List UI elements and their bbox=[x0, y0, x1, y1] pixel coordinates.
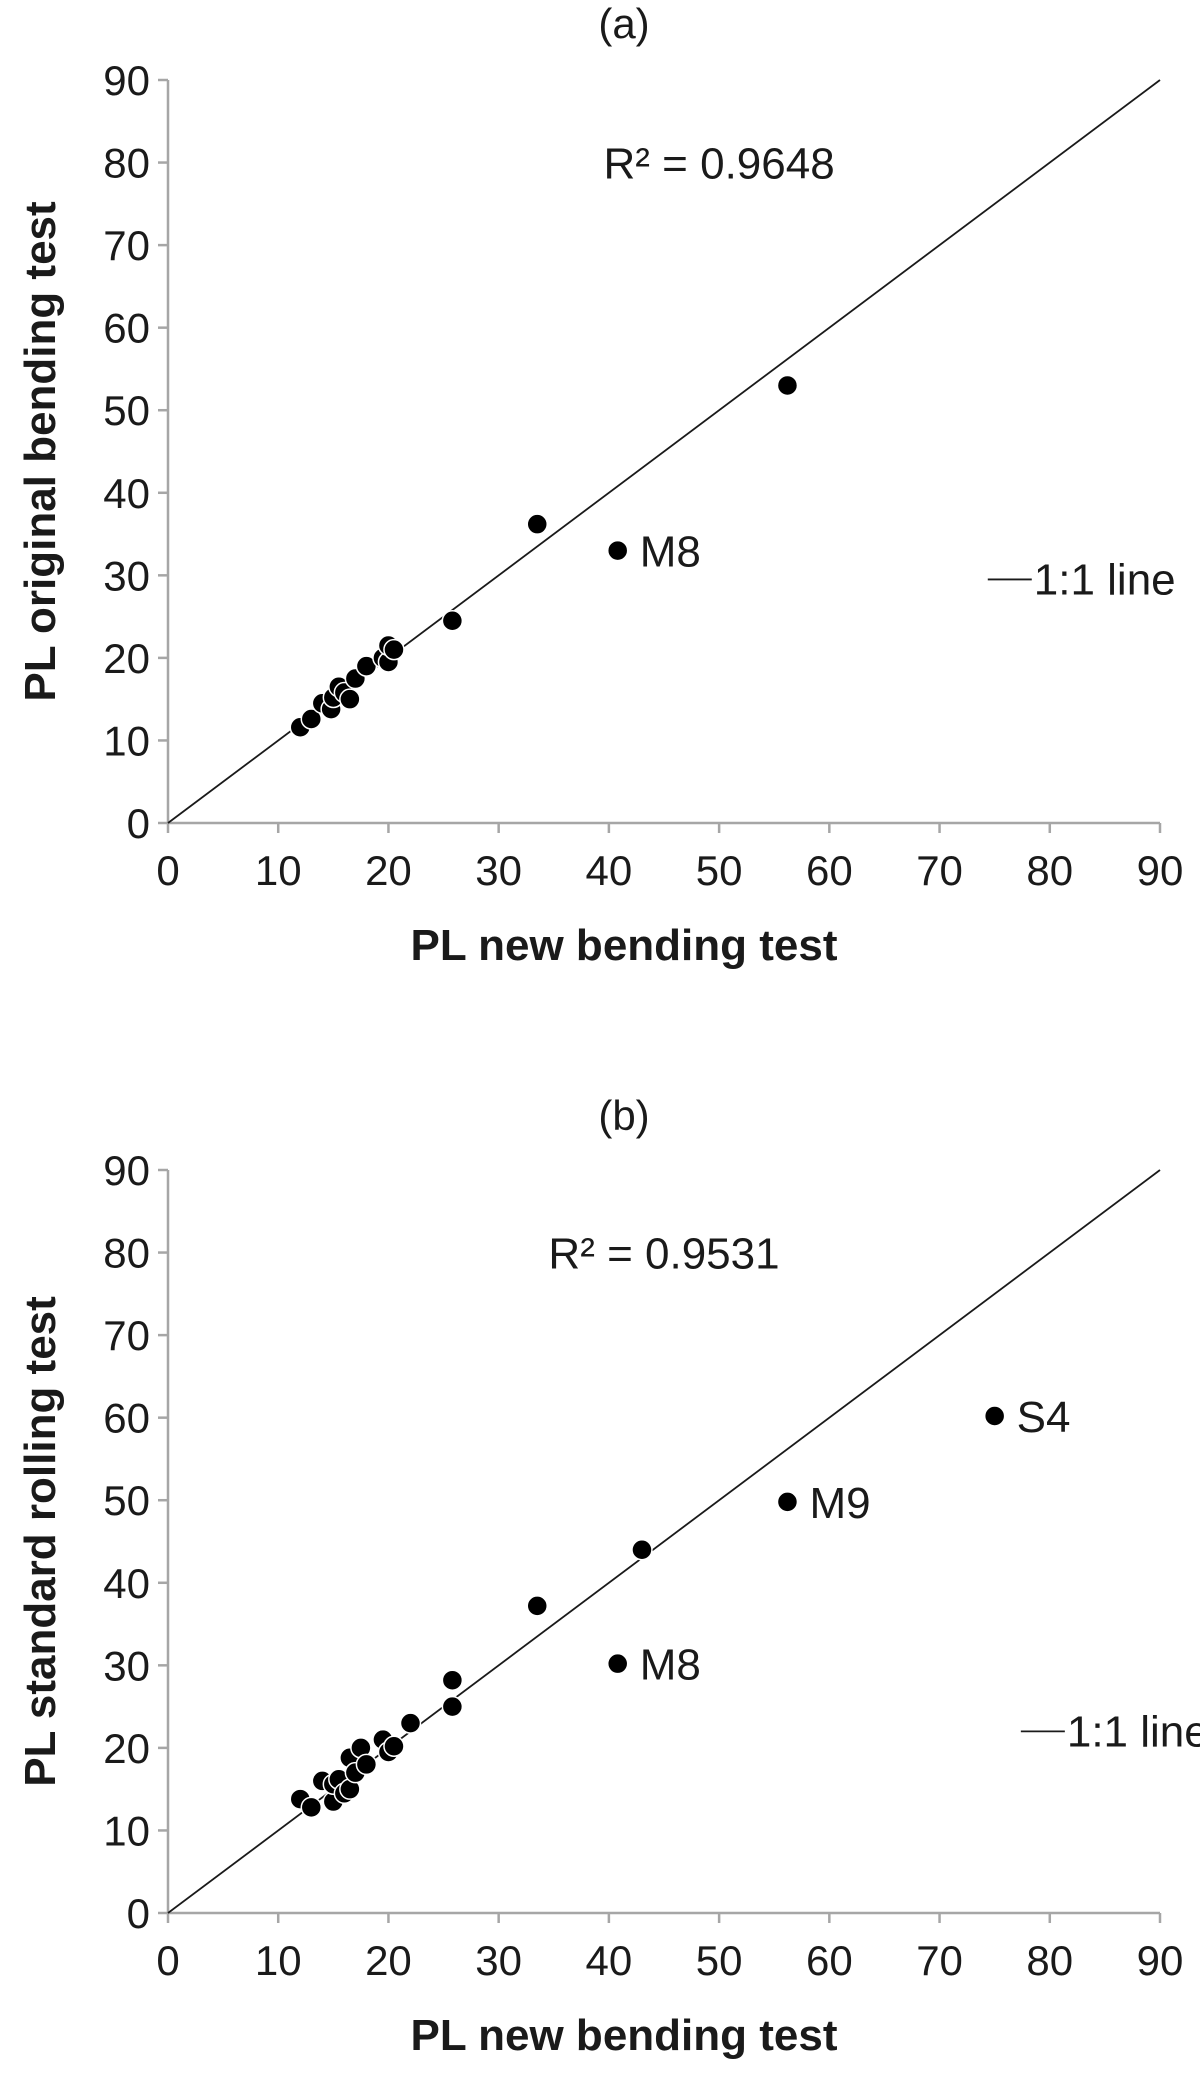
y-tick-label: 60 bbox=[103, 1395, 150, 1442]
x-tick-label: 30 bbox=[475, 1937, 522, 1984]
data-point bbox=[383, 638, 405, 661]
y-tick-label: 90 bbox=[103, 57, 150, 104]
x-axis-title: PL new bending test bbox=[410, 921, 837, 970]
data-point bbox=[526, 513, 548, 535]
x-tick-label: 30 bbox=[475, 847, 522, 894]
x-tick-label: 0 bbox=[156, 847, 179, 894]
r-squared-label: R² = 0.9531 bbox=[548, 1230, 779, 1279]
point-label: S4 bbox=[1017, 1393, 1071, 1442]
y-tick-label: 90 bbox=[103, 1147, 150, 1194]
data-point bbox=[355, 1753, 378, 1776]
y-axis-title: PL standard rolling test bbox=[16, 1296, 65, 1787]
point-label: M8 bbox=[640, 1641, 701, 1690]
x-tick-label: 90 bbox=[1137, 847, 1184, 894]
y-tick-label: 70 bbox=[103, 1312, 150, 1359]
x-tick-label: 50 bbox=[696, 847, 743, 894]
data-point bbox=[399, 1712, 422, 1734]
chart-title: (b) bbox=[598, 1092, 649, 1139]
y-tick-label: 30 bbox=[103, 552, 150, 599]
data-point bbox=[300, 708, 323, 730]
x-tick-label: 70 bbox=[916, 847, 963, 894]
y-axis-title: PL original bending test bbox=[16, 201, 65, 702]
x-tick-label: 60 bbox=[806, 847, 853, 894]
y-tick-label: 70 bbox=[103, 222, 150, 269]
y-tick-label: 0 bbox=[127, 1890, 150, 1937]
y-tick-label: 60 bbox=[103, 305, 150, 352]
y-tick-label: 80 bbox=[103, 140, 150, 187]
y-tick-label: 20 bbox=[103, 635, 150, 682]
chart-title: (a) bbox=[598, 0, 649, 47]
y-tick-label: 20 bbox=[103, 1725, 150, 1772]
x-tick-label: 20 bbox=[365, 1937, 412, 1984]
data-point bbox=[441, 1669, 464, 1691]
data-point bbox=[441, 1695, 464, 1718]
data-point bbox=[606, 539, 629, 562]
data-point bbox=[776, 1491, 799, 1513]
data-point bbox=[631, 1539, 653, 1561]
data-point bbox=[776, 374, 799, 397]
x-tick-label: 10 bbox=[255, 1937, 302, 1984]
x-tick-label: 40 bbox=[586, 1937, 633, 1984]
x-tick-label: 0 bbox=[156, 1937, 179, 1984]
y-tick-label: 50 bbox=[103, 1477, 150, 1524]
panel-a: (a) 0 10 20 30 40 50 60 70 80 90 0 10 20 30 40 50 60 70 80 9… bbox=[16, 0, 1183, 970]
data-point bbox=[606, 1652, 629, 1675]
y-tick-label: 40 bbox=[103, 470, 150, 517]
data-point bbox=[526, 1595, 548, 1617]
y-tick-label: 10 bbox=[103, 717, 150, 764]
data-point bbox=[441, 609, 464, 632]
y-tick-label: 0 bbox=[127, 800, 150, 847]
x-tick-label: 60 bbox=[806, 1937, 853, 1984]
y-tick-label: 80 bbox=[103, 1230, 150, 1277]
y-tick-label: 30 bbox=[103, 1642, 150, 1689]
data-point bbox=[383, 1735, 405, 1757]
data-point bbox=[300, 1796, 323, 1819]
legend-label: 1:1 line bbox=[1034, 555, 1176, 604]
y-tick-label: 50 bbox=[103, 387, 150, 434]
data-point bbox=[339, 688, 361, 710]
x-tick-label: 80 bbox=[1026, 847, 1073, 894]
x-tick-label: 90 bbox=[1137, 1937, 1184, 1984]
x-tick-label: 50 bbox=[696, 1937, 743, 1984]
x-axis-title: PL new bending test bbox=[410, 2011, 837, 2060]
x-tick-label: 80 bbox=[1026, 1937, 1073, 1984]
x-tick-label: 70 bbox=[916, 1937, 963, 1984]
panel-b: (b) 0 10 20 30 40 50 60 70 80 90 0 10 20 30 40 50 60 70 80 9… bbox=[16, 1092, 1200, 2060]
point-label: M8 bbox=[640, 528, 701, 577]
r-squared-label: R² = 0.9648 bbox=[604, 140, 835, 189]
x-tick-label: 10 bbox=[255, 847, 302, 894]
legend-label: 1:1 line bbox=[1067, 1707, 1200, 1756]
y-tick-label: 10 bbox=[103, 1807, 150, 1854]
data-point bbox=[983, 1405, 1006, 1427]
point-label: M9 bbox=[809, 1479, 870, 1528]
x-tick-label: 20 bbox=[365, 847, 412, 894]
y-tick-label: 40 bbox=[103, 1560, 150, 1607]
x-tick-label: 40 bbox=[586, 847, 633, 894]
